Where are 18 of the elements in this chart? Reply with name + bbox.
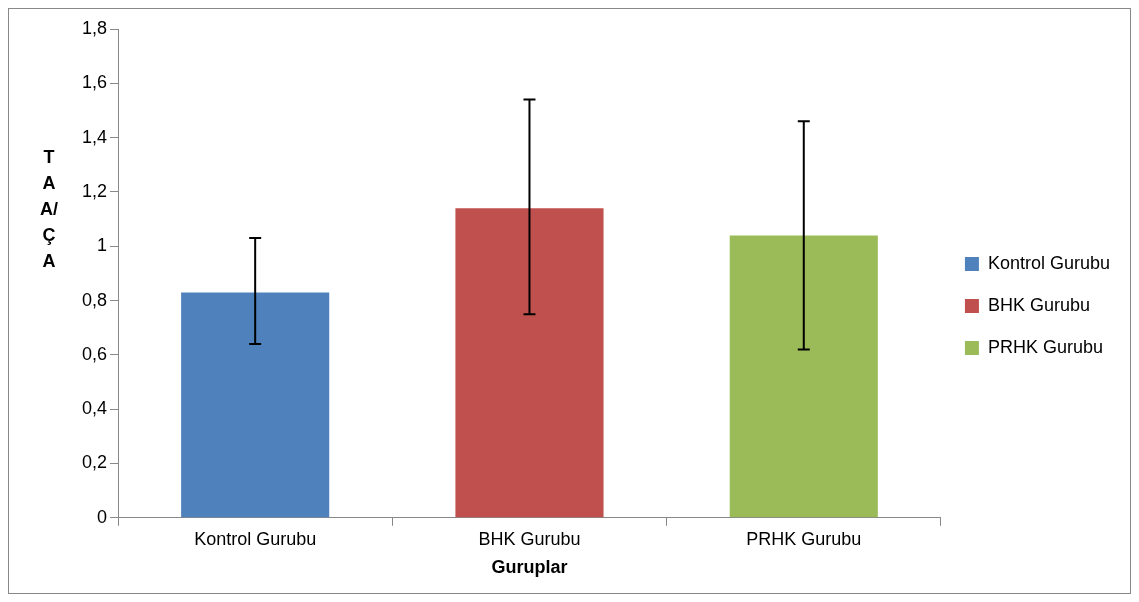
x-tick-label: PRHK Gurubu [746,528,862,549]
y-tick-label: 0,4 [81,398,108,419]
x-tick-label: Kontrol Gurubu [194,528,317,549]
y-tick-label: 0,8 [81,289,108,310]
y-tick-label: 1 [97,235,108,256]
y-tick-label: 1,2 [81,180,108,201]
y-tick-label: 0,6 [81,343,108,364]
x-axis-title: Guruplar [491,557,568,578]
y-tick-label: 0,2 [81,452,108,473]
legend-label: PRHK Gurubu [987,336,1103,357]
y-tick-label: 1,4 [81,126,108,147]
y-axis-title: TAA/ÇA [39,146,59,273]
legend-label: BHK Gurubu [987,294,1090,315]
x-tick-label: BHK Gurubu [478,528,581,549]
legend-label: Kontrol Gurubu [987,252,1111,273]
y-tick-label: 1,8 [81,17,108,38]
y-tick-label: 1,6 [81,72,108,93]
y-tick-label: 0 [97,506,108,527]
